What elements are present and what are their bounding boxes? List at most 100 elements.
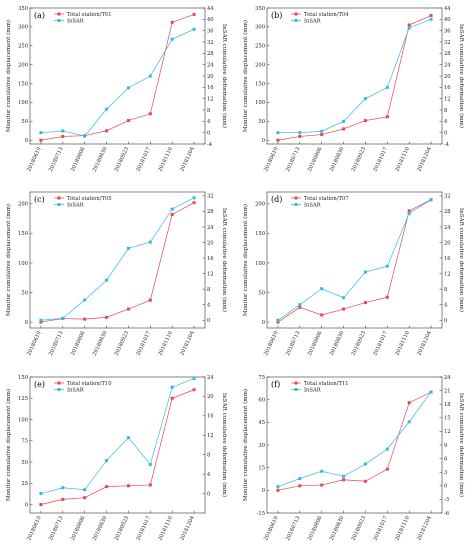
legend-marker [57, 381, 61, 385]
data-point-insar [320, 287, 324, 291]
data-point-total-station [39, 320, 43, 324]
x-tick-label: 20181110 [394, 330, 411, 356]
right-tick-label: 0 [444, 130, 447, 136]
data-point-insar [298, 303, 302, 307]
x-tick-label: 20180619 [263, 146, 280, 172]
data-point-insar [407, 420, 411, 424]
right-tick-label: 18 [444, 402, 451, 408]
data-point-insar [363, 97, 367, 101]
data-point-insar [276, 318, 280, 322]
data-point-insar [363, 462, 367, 466]
right-tick-label: -4 [207, 142, 213, 148]
data-point-total-station [298, 484, 302, 488]
data-point-total-station [407, 401, 411, 405]
x-tick-label: 20180619 [263, 515, 280, 541]
data-point-insar [83, 134, 87, 138]
plot-frame [266, 191, 443, 329]
data-point-total-station [192, 388, 196, 392]
x-tick-label: 20180713 [48, 515, 65, 541]
right-tick-label: 32 [444, 40, 451, 46]
right-tick-label: 12 [444, 96, 451, 102]
x-tick-label: 20180923 [351, 330, 368, 356]
data-point-total-station [192, 201, 196, 205]
data-point-insar [342, 119, 346, 123]
right-tick-label: 8 [444, 108, 447, 114]
x-tick-label: 20181017 [373, 330, 390, 356]
data-point-total-station [148, 298, 152, 302]
right-tick-label: 40 [444, 17, 451, 23]
data-point-total-station [429, 14, 433, 18]
x-tick-label: 20181110 [157, 146, 174, 172]
right-tick-label: 24 [207, 375, 214, 381]
series-line-insar [40, 197, 195, 321]
data-point-insar [320, 469, 324, 473]
right-tick-label: 16 [444, 256, 451, 262]
panel-label: (e) [34, 380, 45, 389]
data-point-insar [385, 264, 389, 268]
right-tick-label: 3 [444, 470, 447, 476]
series-line-insar [277, 391, 432, 488]
legend-entry: InSAR [304, 387, 322, 393]
data-point-total-station [407, 209, 411, 213]
data-point-total-station [320, 313, 324, 317]
panel-c: 0 50 100 150 200 0 4 8 12 16 20 24 28 32 20180619 20180… [5, 191, 228, 357]
x-tick-label: 20180713 [285, 146, 302, 172]
data-point-insar [298, 131, 302, 135]
left-tick-label: 75 [258, 375, 265, 381]
left-tick-label: 125 [18, 396, 28, 402]
left-tick-label: 100 [18, 417, 28, 423]
x-tick-label: 20181110 [394, 146, 411, 172]
data-point-insar [170, 37, 174, 41]
panel-label: (b) [271, 11, 282, 20]
panel-label: (d) [271, 195, 282, 204]
legend-marker [57, 12, 61, 16]
right-axis-title: InSAR cumulative deformation (mm) [458, 393, 465, 497]
data-point-total-station [170, 20, 174, 24]
legend-entry: Total station/T10 [67, 381, 112, 387]
right-tick-label: 4 [444, 119, 448, 125]
data-point-total-station [126, 119, 130, 123]
data-point-total-station [39, 503, 43, 506]
data-point-total-station [126, 307, 130, 311]
left-tick-label: 60 [258, 397, 265, 403]
left-tick-label: 50 [21, 460, 28, 466]
data-point-total-station [192, 12, 196, 16]
data-point-insar [39, 131, 43, 135]
panel-d: 0 50 100 150 200 0 4 8 12 16 20 24 28 32 20180619 20180… [242, 191, 465, 357]
right-tick-label: 0 [207, 130, 210, 136]
left-tick-label: 100 [18, 261, 28, 267]
data-point-total-station [83, 496, 87, 500]
left-tick-label: 100 [255, 100, 265, 106]
right-tick-label: 12 [444, 271, 451, 277]
data-point-insar [148, 240, 152, 244]
x-tick-label: 20181110 [394, 515, 411, 541]
x-tick-label: 20180923 [351, 515, 368, 541]
left-tick-label: -15 [257, 511, 265, 517]
left-tick-label: 150 [18, 231, 28, 237]
data-point-insar [170, 207, 174, 211]
x-tick-label: 20180806 [70, 330, 87, 356]
right-tick-label: 20 [207, 74, 214, 80]
data-point-insar [385, 447, 389, 451]
right-tick-label: 40 [207, 17, 214, 23]
x-tick-label: 20180923 [114, 515, 131, 541]
left-tick-label: 250 [255, 44, 265, 50]
data-point-total-station [320, 133, 324, 137]
series-line-insar [277, 199, 432, 321]
legend-entry: InSAR [67, 387, 85, 393]
data-point-insar [385, 85, 389, 89]
panel-f: -15 0 15 30 45 60 75 -6 -3 0 3 6 9 12 15 18 21 24 20180619… [242, 375, 465, 542]
right-tick-label: 8 [207, 453, 210, 459]
right-tick-label: 32 [207, 40, 214, 46]
legend-marker [294, 12, 298, 16]
x-tick-label: 20180806 [70, 146, 87, 172]
right-tick-label: 16 [207, 414, 214, 420]
legend-marker [57, 196, 61, 200]
left-tick-label: 50 [258, 290, 265, 296]
left-tick-label: 50 [21, 119, 28, 125]
right-axis-title: InSAR cumulative deformation (mm) [221, 24, 228, 128]
data-point-insar [105, 278, 109, 282]
legend-marker [57, 19, 61, 22]
left-tick-label: 45 [258, 420, 265, 426]
left-tick-label: 200 [255, 62, 265, 68]
